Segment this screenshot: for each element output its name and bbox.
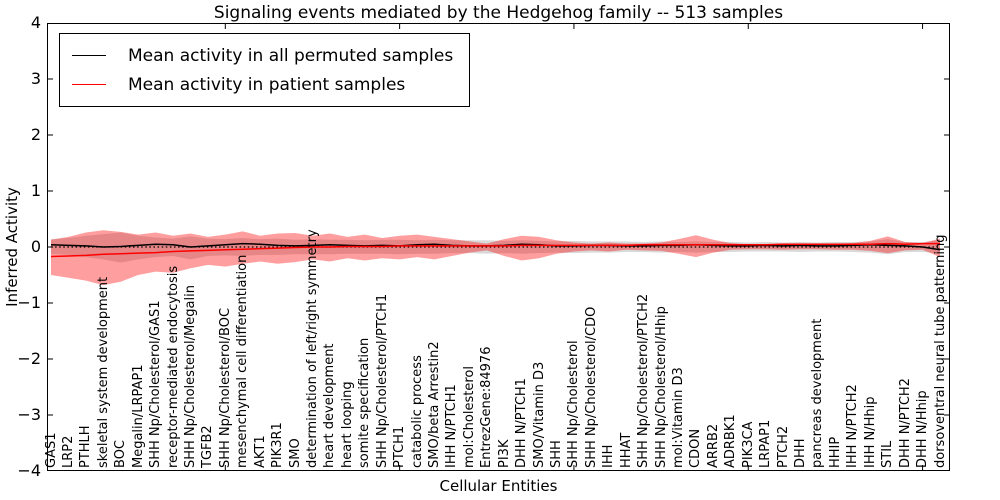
category-label: IHH N/PTCH1 bbox=[444, 384, 460, 468]
chart-title: Signaling events mediated by the Hedgeho… bbox=[213, 3, 784, 23]
category-label: PTCH2 bbox=[775, 425, 791, 468]
y-tick-label: 1 bbox=[30, 181, 41, 200]
legend-label-patient: Mean activity in patient samples bbox=[128, 74, 406, 95]
category-label: pancreas development bbox=[810, 318, 826, 468]
y-tick-label: −4 bbox=[17, 461, 41, 480]
category-label: SHH Np/Cholesterol/CDO bbox=[583, 306, 599, 468]
category-label: heart looping bbox=[339, 381, 355, 468]
category-label: mol:Vitamin D3 bbox=[671, 367, 687, 468]
category-label: receptor-mediated endocytosis bbox=[165, 265, 181, 468]
category-label: HHAT bbox=[618, 432, 634, 468]
category-label: LRP2 bbox=[60, 435, 76, 468]
category-label: DHH N/PTCH2 bbox=[897, 378, 913, 468]
category-label: SHH Np/Cholesterol/GAS1 bbox=[148, 300, 164, 468]
plot-area bbox=[47, 23, 950, 471]
category-label: dorsoventral neural tube patterning bbox=[932, 234, 948, 468]
category-label: ADRBK1 bbox=[723, 414, 739, 468]
category-label: IHH N/Hhip bbox=[862, 396, 878, 469]
legend-entry-patient: Mean activity in patient samples bbox=[72, 70, 453, 99]
category-label: CDON bbox=[688, 428, 704, 468]
x-axis-label: Cellular Entities bbox=[439, 477, 558, 495]
patient-line-swatch bbox=[72, 84, 106, 85]
category-label: SHH Np/Cholesterol/PTCH2 bbox=[636, 293, 652, 468]
category-label: SHH bbox=[549, 440, 564, 468]
category-label: SMO bbox=[287, 438, 303, 468]
category-label: TGFB2 bbox=[200, 425, 216, 468]
category-label: DHH N/Hhip bbox=[915, 390, 931, 468]
y-tick-label: −3 bbox=[17, 405, 41, 424]
category-label: STIL bbox=[880, 440, 896, 468]
category-label: HHIP bbox=[827, 436, 843, 468]
category-label: ARRB2 bbox=[705, 423, 721, 468]
category-label: PTHLH bbox=[78, 425, 94, 468]
y-tick-label: 0 bbox=[30, 237, 41, 256]
category-label: EntrezGene:84976 bbox=[479, 346, 495, 468]
category-label: mol:Cholesterol bbox=[461, 366, 477, 468]
category-label: AKT1 bbox=[252, 435, 268, 468]
category-label: BOC bbox=[113, 440, 129, 468]
category-label: skeletal system development bbox=[95, 276, 111, 468]
y-axis-label: Inferred Activity bbox=[3, 187, 21, 307]
permuted-line-swatch bbox=[72, 55, 106, 56]
category-label: IHH N/PTCH2 bbox=[845, 384, 861, 468]
category-label: SMO/Vitamin D3 bbox=[531, 361, 547, 468]
legend: Mean activity in all permuted samples Me… bbox=[59, 33, 471, 107]
category-label: DHH bbox=[793, 438, 809, 468]
patient-samples-range-band bbox=[51, 230, 940, 286]
category-label: IHH bbox=[601, 444, 617, 468]
y-tick-label: 4 bbox=[30, 13, 41, 32]
category-label: PI3K bbox=[496, 439, 512, 468]
legend-label-permuted: Mean activity in all permuted samples bbox=[128, 45, 454, 66]
permuted-samples-range-band bbox=[51, 232, 940, 263]
category-label: LRPAP1 bbox=[758, 419, 774, 468]
category-label: somite specification bbox=[357, 337, 373, 468]
patient-mean-line bbox=[50, 242, 940, 258]
category-label: SHH Np/Cholesterol/PTCH1 bbox=[374, 293, 390, 468]
category-label: PIK3R1 bbox=[270, 422, 286, 468]
y-tick-label: 2 bbox=[30, 125, 41, 144]
category-label: SMO/beta Arrestin2 bbox=[426, 341, 442, 468]
y-tick-label: −2 bbox=[17, 349, 41, 368]
legend-entry-permuted: Mean activity in all permuted samples bbox=[72, 41, 453, 70]
category-label: mesenchymal cell differentiation bbox=[235, 254, 251, 468]
category-label: Megalin/LRPAP1 bbox=[130, 364, 146, 468]
category-label: SHH Np/Cholesterol/BOC bbox=[217, 307, 233, 468]
category-label: DHH N/PTCH1 bbox=[514, 378, 530, 468]
category-label: determination of left/right symmetry bbox=[304, 229, 320, 468]
y-tick-label: 3 bbox=[30, 69, 41, 88]
category-label: PTCH1 bbox=[392, 425, 408, 468]
y-tick-label: −1 bbox=[17, 293, 41, 312]
category-label: GAS1 bbox=[43, 432, 59, 469]
category-label: SHH Np/Cholesterol/Megalin bbox=[182, 285, 198, 468]
category-label: catabolic process bbox=[409, 355, 425, 468]
category-label: PIK3CA bbox=[740, 421, 756, 468]
category-label: heart development bbox=[322, 343, 338, 468]
category-label: SHH Np/Cholesterol/Hhip bbox=[653, 306, 669, 468]
axes-frame bbox=[47, 23, 950, 471]
category-label: SHH Np/Cholesterol bbox=[566, 340, 582, 468]
